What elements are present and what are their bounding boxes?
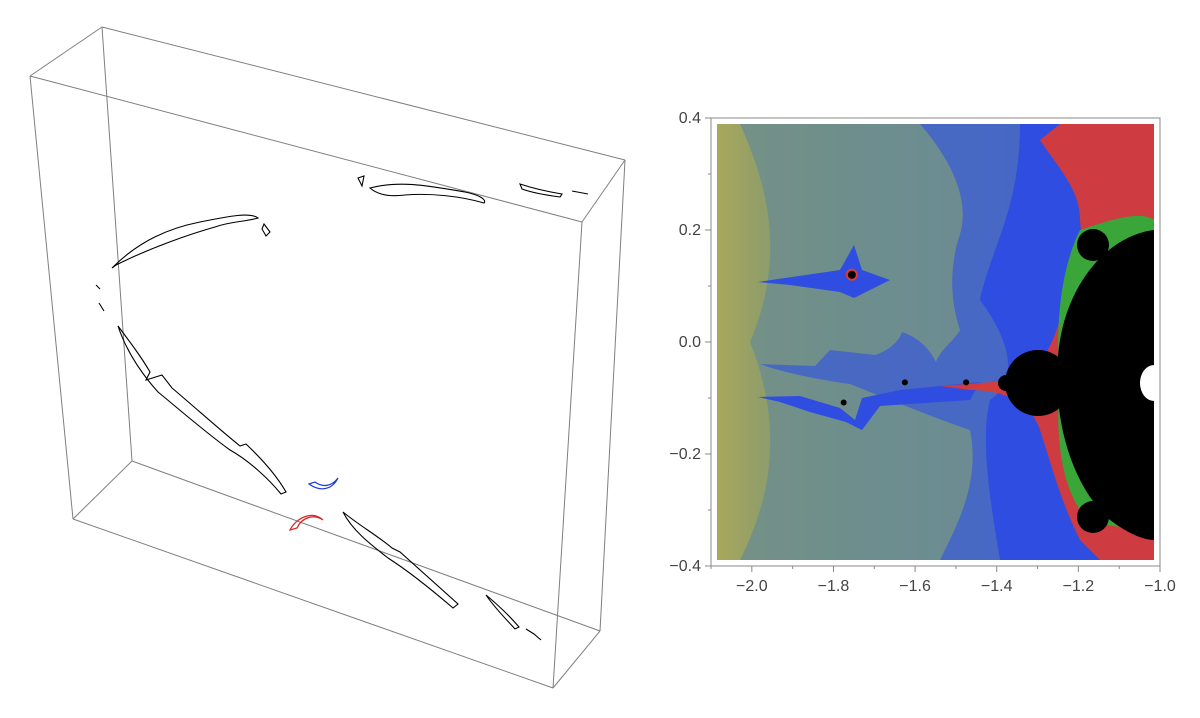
curve-top-right-3	[519, 183, 563, 198]
mini-mandelbrot-blob	[845, 268, 858, 281]
bulb-top	[1077, 229, 1109, 261]
box-edge	[552, 221, 583, 689]
dark-blobs	[840, 268, 1037, 406]
box-edge	[581, 159, 626, 223]
curve-left-dash	[98, 302, 105, 312]
bulb-bottom	[1077, 501, 1109, 533]
box-edge	[29, 26, 103, 77]
x-tick-label: −1.0	[1144, 578, 1176, 595]
x-tick-label: −1.2	[1063, 578, 1095, 595]
box-edge	[552, 630, 601, 689]
bounding-box	[29, 26, 626, 689]
box-edge	[101, 26, 626, 161]
blue-arm-upper	[758, 245, 890, 298]
x-tick-label: −2.0	[736, 578, 768, 595]
curve-top-right-4	[571, 190, 589, 195]
curve-left-dot	[95, 284, 101, 290]
x-tick-label: −1.8	[818, 578, 850, 595]
curve-red	[288, 515, 324, 531]
curve-top-right-2	[357, 175, 365, 188]
y-tick-label: 0.4	[679, 110, 701, 127]
bulb-large	[1005, 350, 1071, 416]
mini-mandelbrot-blob	[1030, 381, 1037, 387]
curve-upper-small	[261, 222, 271, 237]
box-edge	[29, 75, 74, 520]
curve-top-right-1	[368, 183, 486, 204]
curve-middle-arc	[117, 325, 287, 495]
mini-mandelbrot-blob	[840, 399, 847, 406]
fractal-heatmap[interactable]: −2.0 −1.8 −1.6 −1.4 −1.2 −1.0 0.4 0.2 0.0 −0.2 −0…	[640, 100, 1180, 600]
main-cardioid	[1057, 230, 1154, 540]
mini-mandelbrot-blob	[963, 379, 970, 386]
bulb-small-left	[998, 375, 1014, 391]
curve-upper-arc	[111, 214, 260, 269]
box-edge	[29, 75, 583, 223]
x-tick-label: −1.6	[899, 578, 931, 595]
x-tick-label: −1.4	[981, 578, 1013, 595]
curve-set-black	[95, 175, 589, 641]
box-edge	[101, 26, 133, 462]
y-tick-label: 0.2	[679, 222, 701, 239]
blue-arm-lower	[758, 382, 980, 430]
plot-area	[717, 124, 1154, 560]
y-tick-label: −0.4	[669, 558, 701, 575]
y-axis: 0.4 0.2 0.0 −0.2 −0.4	[669, 110, 711, 575]
box-edge	[599, 159, 626, 632]
box-edge	[72, 460, 133, 520]
mini-mandelbrot-blob	[901, 379, 908, 386]
curve-lower-tip	[525, 628, 542, 641]
curve-lower-arc	[342, 511, 459, 609]
box-edge	[131, 460, 601, 632]
y-tick-label: 0.0	[679, 334, 701, 351]
curve-lower-small	[485, 594, 520, 630]
x-axis: −2.0 −1.8 −1.6 −1.4 −1.2 −1.0	[710, 566, 1176, 595]
3d-plot[interactable]	[0, 0, 640, 718]
box-edge	[72, 518, 554, 689]
y-tick-label: −0.2	[669, 446, 701, 463]
interior-hole	[1140, 365, 1154, 401]
curve-blue	[307, 477, 339, 490]
